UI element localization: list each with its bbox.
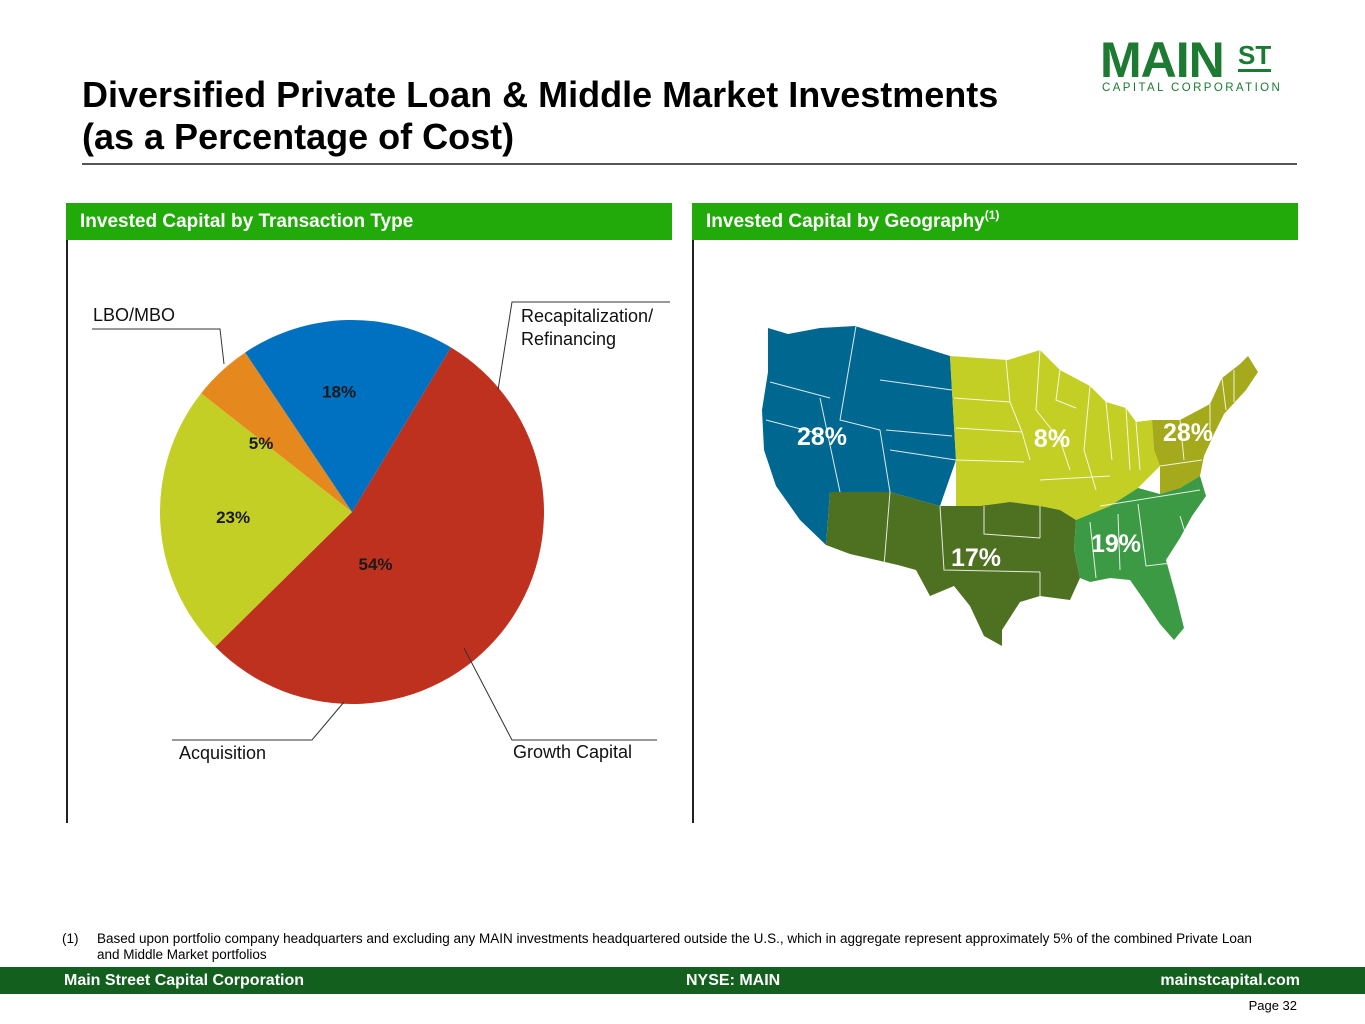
map-region-labels: 28% 8% 28% 17% 19% (797, 419, 1213, 572)
pie-value-label-lbo-mbo: 54% (358, 555, 392, 574)
transaction-type-pie-chart: 54% LBO/MBO 23% Recapitalization/Refinancin… (92, 301, 670, 763)
pie-category-label-recapitalization-refinancing-1: Recapitalization/ (521, 306, 653, 326)
map-value-label-west: 28% (797, 423, 847, 451)
footnote-number: (1) (62, 931, 79, 946)
pie-value-label-recapitalization-refinancing: 23% (216, 508, 250, 527)
pie-value-label-acquisition: 18% (322, 382, 356, 401)
pie-category-label-growth-capital: Growth Capital (513, 742, 632, 762)
pie-slice-lbo-mbo (215, 347, 544, 704)
pie-category-label-recapitalization-refinancing-2: Refinancing (521, 329, 616, 349)
geography-panel-header: Invested Capital by Geography(1) (692, 203, 1298, 240)
state-borders (765, 325, 1235, 596)
pie-callout-line-recapitalization-refinancing (497, 301, 670, 391)
map-value-label-southeast: 19% (1091, 530, 1141, 558)
title-line-2: (as a Percentage of Cost) (82, 116, 515, 157)
map-value-label-northeast: 28% (1163, 419, 1213, 447)
footer-ticker: NYSE: MAIN (686, 972, 781, 989)
page-title: Diversified Private Loan & Middle Market… (82, 74, 1082, 158)
pie-callout-line-growth-capital (463, 647, 657, 741)
pie-callout-line-lbo-mbo (92, 328, 225, 365)
map-value-label-midwest: 8% (1034, 425, 1070, 453)
footer-website[interactable]: mainstcapital.com (1160, 972, 1300, 989)
map-region-northeast (1152, 356, 1258, 494)
us-regions (762, 326, 1258, 646)
pie-callout-line-acquisition (172, 701, 345, 741)
geography-footnote-marker: (1) (984, 208, 1000, 222)
map-region-midwest (950, 350, 1160, 520)
footnote-text: Based upon portfolio company headquarter… (97, 931, 1252, 962)
geography-map: 28% 8% 28% 17% 19% (762, 325, 1258, 646)
pie-category-label-lbo-mbo: LBO/MBO (93, 305, 175, 325)
footer-bar: Main Street Capital Corporation NYSE: MA… (0, 967, 1365, 994)
page-number: Page 32 (1248, 998, 1297, 1013)
map-region-southeast (1074, 476, 1206, 640)
title-divider (82, 163, 1297, 165)
logo-main-text: MAIN (1100, 32, 1225, 88)
right-panel-border (692, 240, 694, 823)
company-logo: MAIN ST CAPITAL CORPORATION (1100, 34, 1280, 98)
map-region-west (762, 326, 956, 545)
left-panel-border (66, 240, 68, 823)
pie-slice-acquisition (245, 319, 451, 512)
title-line-1: Diversified Private Loan & Middle Market… (82, 74, 999, 115)
pie-slice-growth-capital (201, 352, 352, 512)
pie-slice-recapitalization-refinancing (160, 393, 352, 647)
transaction-type-panel-header: Invested Capital by Transaction Type (66, 203, 672, 240)
transaction-type-panel-title: Invested Capital by Transaction Type (80, 211, 414, 232)
map-region-southwest (826, 492, 1080, 646)
map-value-label-southwest: 17% (951, 544, 1001, 572)
pie-value-label-growth-capital: 5% (249, 434, 274, 453)
footer-company: Main Street Capital Corporation (64, 972, 305, 989)
pie-category-label-acquisition: Acquisition (179, 743, 266, 763)
logo-st-text: ST (1238, 40, 1272, 72)
geography-panel-title: Invested Capital by Geography (706, 211, 985, 232)
logo-subtitle: CAPITAL CORPORATION (1102, 82, 1283, 94)
